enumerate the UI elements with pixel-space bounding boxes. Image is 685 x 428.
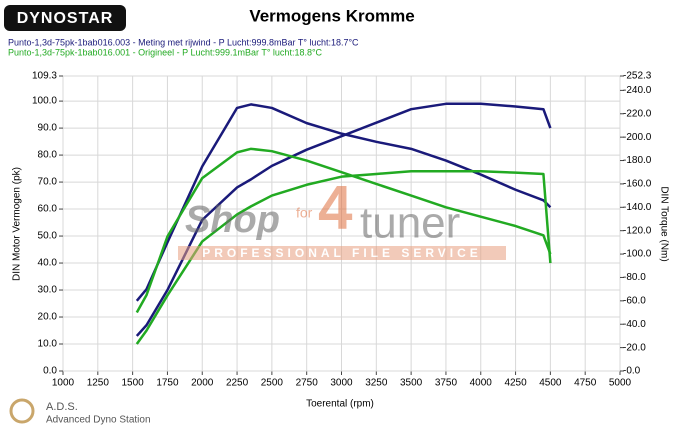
x-tick-label: 3250 xyxy=(365,378,388,389)
logo: DYNOSTAR xyxy=(17,10,114,27)
watermark-text: PROFESSIONAL FILE SERVICE xyxy=(202,246,482,260)
y2-tick-label: -160.0 xyxy=(623,179,652,190)
x-tick-label: 4500 xyxy=(539,378,562,389)
x-tick-label: 3500 xyxy=(400,378,423,389)
legend-entry: Punto-1,3d-75pk-1bab016.003 - Meting met… xyxy=(8,37,359,47)
y2-tick-label: -0.0 xyxy=(623,366,641,377)
watermark-text: tuner xyxy=(360,199,460,248)
y-tick-label: 0.0 xyxy=(43,366,57,377)
legend-entry: Punto-1,3d-75pk-1bab016.001 - Origineel … xyxy=(8,47,323,57)
y-tick-label: 109.3 xyxy=(32,71,57,82)
y-tick-label: 40.0 xyxy=(38,258,58,269)
power-line xyxy=(135,170,552,345)
y2-tick-label: -220.0 xyxy=(623,108,652,119)
footer-title: A.D.S. xyxy=(46,401,78,413)
x-tick-label: 2000 xyxy=(191,378,214,389)
y2-tick-label: -240.0 xyxy=(623,85,652,96)
y-axis-label: DIN Motor Vermogen (pk) xyxy=(12,167,23,281)
chart-title: Vermogens Kromme xyxy=(249,6,414,25)
y2-axis-label: DIN Torque (Nm) xyxy=(658,186,669,261)
logo-box xyxy=(4,5,126,31)
y2-tick-label: -180.0 xyxy=(623,155,652,166)
x-tick-label: 5000 xyxy=(609,378,632,389)
x-tick-label: 1250 xyxy=(87,378,110,389)
y2-tick-label: -200.0 xyxy=(623,132,652,143)
x-tick-label: 1000 xyxy=(52,378,75,389)
plot-area: 1000 1250 1500 1750 2000 2250 2500 2750 3000 3250… xyxy=(32,71,652,389)
y2-tick-label: -60.0 xyxy=(623,295,646,306)
y2-tick-label: -120.0 xyxy=(623,225,652,236)
watermark-band xyxy=(178,246,506,260)
y-tick-label: 90.0 xyxy=(38,123,58,134)
x-axis-label: Toerental (rpm) xyxy=(306,399,374,410)
y2-tick-label: -140.0 xyxy=(623,202,652,213)
x-tick-label: 4750 xyxy=(574,378,597,389)
x-tick-label: 2500 xyxy=(261,378,284,389)
x-tick-label: 4250 xyxy=(504,378,527,389)
torque-line xyxy=(135,147,552,314)
x-tick-label: 2750 xyxy=(296,378,319,389)
y2-tick-label: -252.3 xyxy=(623,71,652,82)
y2-tick-label: -100.0 xyxy=(623,249,652,260)
y-tick-label: 70.0 xyxy=(38,177,58,188)
x-tick-label: 1500 xyxy=(122,378,145,389)
x-tick-label: 3000 xyxy=(330,378,353,389)
watermark-text: 4 xyxy=(318,173,353,242)
y-tick-label: 60.0 xyxy=(38,204,58,215)
x-tick-label: 1750 xyxy=(156,378,179,389)
y2-tick-label: -20.0 xyxy=(623,342,646,353)
y-tick-label: 20.0 xyxy=(38,312,58,323)
x-tick-label: 3750 xyxy=(435,378,458,389)
y2-tick-label: -40.0 xyxy=(623,319,646,330)
watermark: Shop for 4 tuner PROFESSIONAL FILE SERVI… xyxy=(178,173,506,260)
footer-subtitle: Advanced Dyno Station xyxy=(46,415,151,426)
y2-tick-label: -80.0 xyxy=(623,272,646,283)
y-tick-label: 30.0 xyxy=(38,285,58,296)
torque-line xyxy=(135,103,552,302)
y-tick-label: 10.0 xyxy=(38,339,58,350)
watermark-text: for xyxy=(296,205,313,221)
x-tick-label: 2250 xyxy=(226,378,249,389)
x-tick-label: 4000 xyxy=(470,378,493,389)
footer-icon xyxy=(9,398,35,424)
y-tick-label: 100.0 xyxy=(32,96,57,107)
y-tick-label: 80.0 xyxy=(38,150,58,161)
y-tick-label: 50.0 xyxy=(38,231,58,242)
watermark-text: Shop xyxy=(185,199,280,241)
